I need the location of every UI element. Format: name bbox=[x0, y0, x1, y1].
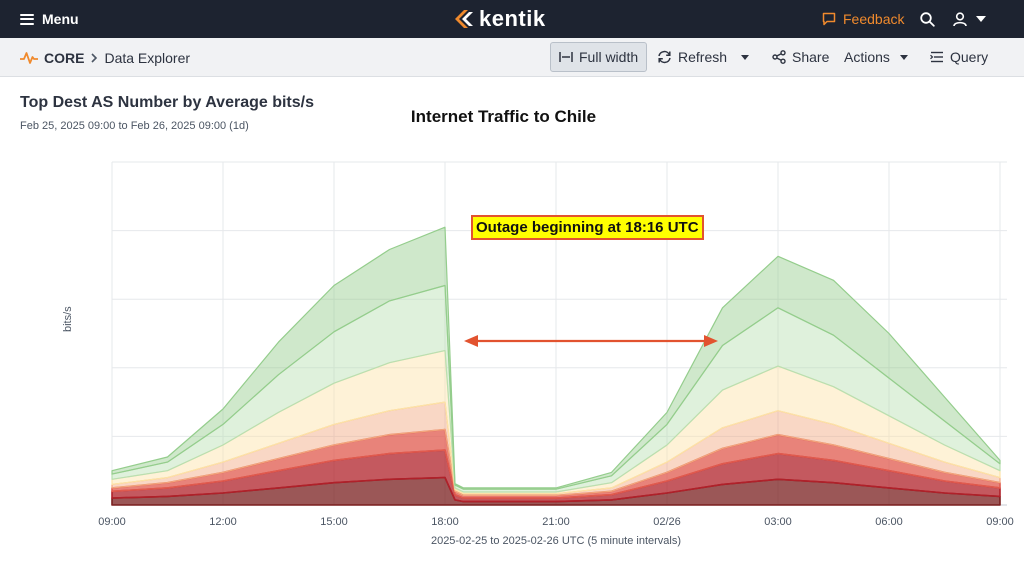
y-axis-label: bits/s bbox=[62, 306, 74, 332]
feedback-icon bbox=[822, 12, 836, 26]
breadcrumb-core-link[interactable]: CORE bbox=[44, 49, 85, 66]
toolbar-bar: CORE Data Explorer Full width Refresh bbox=[0, 38, 1024, 77]
x-tick-label: 02/26 bbox=[653, 516, 681, 528]
chevron-down-icon bbox=[976, 16, 986, 22]
query-label: Query bbox=[950, 49, 989, 65]
x-tick-label: 03:00 bbox=[764, 516, 792, 528]
x-axis-ticks: 09:00 12:00 15:00 18:00 21:00 02/26 03:00 06:00… bbox=[98, 516, 1014, 528]
actions-menu-button[interactable]: Actions bbox=[844, 42, 908, 72]
x-axis-label: 2025-02-25 to 2025-02-26 UTC (5 minute i… bbox=[431, 535, 681, 547]
top-navigation-bar: Menu kentik Feedback bbox=[0, 0, 1024, 38]
x-tick-label: 09:00 bbox=[986, 516, 1014, 528]
chevron-right-icon bbox=[91, 52, 98, 63]
menu-button[interactable]: Menu bbox=[20, 0, 79, 38]
breadcrumb: CORE Data Explorer bbox=[20, 38, 190, 77]
x-tick-label: 21:00 bbox=[542, 516, 570, 528]
refresh-button[interactable]: Refresh bbox=[657, 42, 727, 72]
outage-annotation: Outage beginning at 18:16 UTC bbox=[471, 215, 704, 240]
x-tick-label: 18:00 bbox=[431, 516, 459, 528]
feedback-label: Feedback bbox=[843, 11, 905, 27]
feedback-button[interactable]: Feedback bbox=[822, 0, 904, 38]
x-tick-label: 09:00 bbox=[98, 516, 126, 528]
breadcrumb-current: Data Explorer bbox=[104, 49, 191, 66]
panel-time-range: Feb 25, 2025 09:00 to Feb 26, 2025 09:00… bbox=[20, 120, 249, 132]
query-button[interactable]: Query bbox=[930, 42, 988, 72]
arrow-left-icon bbox=[464, 335, 478, 347]
x-tick-label: 15:00 bbox=[320, 516, 348, 528]
user-icon bbox=[953, 11, 967, 26]
overlay-title: Internet Traffic to Chile bbox=[410, 107, 597, 126]
chevron-down-icon bbox=[899, 54, 908, 60]
full-width-button[interactable]: Full width bbox=[550, 42, 648, 72]
refresh-options-dropdown[interactable] bbox=[741, 42, 749, 72]
series-area-7 bbox=[111, 226, 1001, 490]
refresh-label: Refresh bbox=[678, 49, 728, 65]
full-width-icon bbox=[559, 52, 573, 62]
share-icon bbox=[772, 50, 786, 64]
full-width-label: Full width bbox=[579, 49, 639, 65]
pulse-icon bbox=[20, 51, 38, 64]
search-icon bbox=[920, 11, 935, 27]
kentik-logo[interactable]: kentik bbox=[455, 0, 546, 38]
outage-duration-arrow bbox=[464, 335, 718, 347]
query-list-icon bbox=[930, 51, 943, 63]
arrow-right-icon bbox=[704, 335, 718, 347]
x-tick-label: 12:00 bbox=[209, 516, 237, 528]
brand-name: kentik bbox=[479, 6, 546, 31]
x-tick-label: 06:00 bbox=[875, 516, 903, 528]
share-button[interactable]: Share bbox=[772, 42, 829, 72]
actions-label: Actions bbox=[844, 49, 890, 65]
user-menu-button[interactable] bbox=[953, 0, 986, 38]
share-label: Share bbox=[792, 49, 830, 65]
panel-title: Top Dest AS Number by Average bits/s bbox=[20, 94, 314, 111]
kentik-logo-icon bbox=[455, 10, 473, 28]
chart-series bbox=[111, 226, 1001, 506]
menu-icon bbox=[20, 13, 34, 25]
menu-label: Menu bbox=[42, 11, 79, 27]
search-button[interactable] bbox=[920, 0, 935, 38]
refresh-icon bbox=[658, 50, 671, 64]
chevron-down-icon bbox=[741, 54, 749, 60]
